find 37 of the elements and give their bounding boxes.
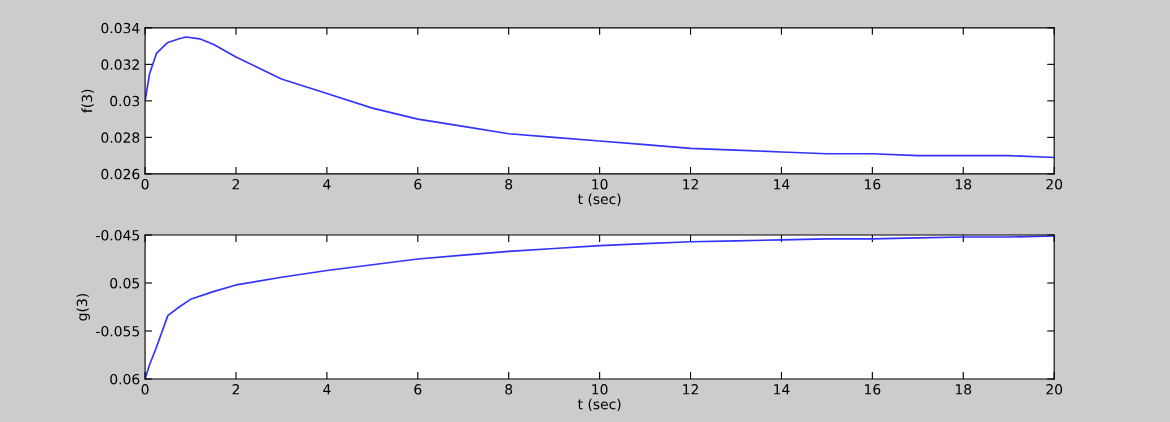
x-tick-label: 10 (592, 384, 608, 395)
y-axis-title: g(3) (76, 293, 90, 321)
x-tick-label: 2 (232, 384, 240, 395)
x-tick-label: 16 (865, 178, 881, 190)
x-tick-label: 14 (774, 179, 790, 190)
x-tick-label: 12 (683, 384, 698, 395)
y-tick-label: 0.06 (110, 373, 140, 385)
y-tick-label: 0.034 (101, 22, 140, 34)
x-tick-label: 16 (865, 384, 881, 395)
x-tick-label: 6 (414, 384, 422, 395)
y-axis-title: f(3) (81, 89, 94, 113)
x-tick-label: 0 (141, 384, 149, 395)
x-tick-label: 12 (683, 178, 698, 190)
x-tick-label: 8 (505, 178, 513, 190)
x-tick-label: 4 (323, 384, 331, 395)
x-tick-label: 4 (323, 179, 331, 190)
y-tick-label: -0.055 (96, 325, 140, 337)
x-tick-label: 6 (414, 178, 422, 190)
x-tick-label: 18 (955, 384, 972, 395)
x-tick-label: 18 (955, 178, 972, 190)
x-tick-label: 10 (592, 178, 608, 190)
y-tick-label: 0.026 (101, 168, 140, 180)
y-tick-label: -0.045 (96, 230, 140, 241)
x-tick-label: 20 (1046, 384, 1063, 395)
x-tick-label: 0 (141, 178, 149, 190)
y-tick-label: 0.032 (101, 59, 139, 70)
x-tick-label: 8 (505, 384, 513, 395)
x-axis-title: t (sec) (577, 193, 621, 206)
x-tick-label: 20 (1046, 178, 1063, 190)
x-tick-label: 14 (774, 384, 790, 395)
y-tick-label: 0.028 (101, 132, 140, 143)
x-tick-label: 2 (232, 178, 240, 190)
y-tick-label: 0.05 (110, 277, 140, 289)
line-series (145, 36, 1055, 159)
y-tick-label: 0.03 (110, 95, 140, 107)
x-axis-title: t (sec) (577, 398, 621, 412)
line-series (145, 235, 1055, 379)
